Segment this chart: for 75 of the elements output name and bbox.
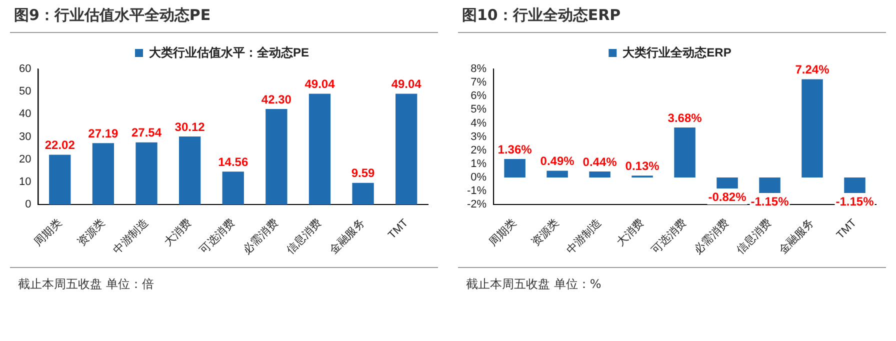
- data-label: 0.44%: [582, 154, 618, 169]
- bar: [674, 128, 696, 178]
- y-tick-label: 8%: [470, 63, 487, 76]
- data-label: 0.49%: [540, 154, 575, 168]
- bar: [844, 177, 866, 194]
- bar: [92, 143, 114, 205]
- x-tick-label: 金融服务: [776, 217, 817, 257]
- data-label: 9.59: [351, 166, 376, 180]
- y-tick-label: 6%: [470, 90, 487, 102]
- data-label: 1.36%: [498, 142, 532, 156]
- data-label: 22.02: [44, 138, 76, 152]
- x-tick-label: 必需消费: [691, 216, 732, 257]
- bar: [308, 94, 331, 205]
- x-tick-label: 大消费: [162, 216, 194, 249]
- text: 截止本周五收盘 单位：%: [465, 276, 602, 293]
- bar: [504, 159, 526, 178]
- legend-label: 大类行业估值水平：全动态PE: [148, 45, 310, 60]
- data-label: 7.24%: [795, 62, 830, 77]
- y-tick-label: 30: [18, 130, 32, 143]
- y-tick-label: -2%: [467, 198, 487, 211]
- bar: [49, 154, 71, 205]
- x-tick-label: 信息消费: [284, 216, 324, 257]
- data-label: -1.15%: [836, 194, 874, 208]
- chart-title: 图10：行业全动态ERP: [458, 0, 886, 33]
- bar: [589, 171, 610, 178]
- x-tick-label: 资源类: [74, 216, 108, 249]
- y-tick-label: 7%: [470, 76, 487, 89]
- chart-title: 图9：行业估值水平全动态PE: [10, 0, 438, 33]
- x-tick-label: 周期类: [486, 216, 520, 249]
- x-tick-label: 信息消费: [734, 216, 774, 257]
- y-tick-label: 40: [18, 108, 32, 120]
- y-tick-label: 2%: [470, 144, 487, 156]
- data-label: 27.19: [88, 126, 119, 140]
- y-tick-label: 60: [18, 63, 32, 76]
- bar: [136, 142, 158, 205]
- bar: [716, 177, 738, 189]
- text: 截止本周五收盘 单位：倍: [17, 276, 155, 293]
- y-tick-label: 1%: [470, 158, 487, 170]
- data-label: 30.12: [174, 120, 206, 134]
- bar: [802, 79, 823, 178]
- y-tick-label: -1%: [467, 185, 487, 198]
- bar: [178, 136, 201, 205]
- y-tick-label: 20: [18, 153, 32, 166]
- x-tick-label: 中游制造: [564, 216, 604, 257]
- y-tick-label: 4%: [470, 117, 487, 130]
- data-label: 49.04: [304, 77, 336, 92]
- data-label: 0.13%: [625, 158, 660, 173]
- bar: [222, 172, 244, 205]
- y-tick-label: 10: [18, 176, 32, 188]
- x-tick-label: 可选消费: [648, 216, 690, 257]
- bar: [266, 108, 288, 205]
- x-tick-label: 金融服务: [328, 217, 368, 257]
- x-tick-label: 可选消费: [197, 216, 238, 257]
- y-tick-label: 0%: [470, 171, 487, 184]
- y-tick-label: 5%: [470, 104, 487, 116]
- bar: [759, 177, 780, 194]
- data-label: 27.54: [131, 126, 162, 140]
- bar: [546, 170, 568, 178]
- y-tick-label: 0: [25, 198, 32, 211]
- data-label: -0.82%: [708, 190, 747, 204]
- bar: [396, 94, 418, 205]
- x-tick-label: 必需消费: [240, 216, 281, 257]
- x-tick-label: 资源类: [529, 216, 562, 249]
- bar: [352, 182, 374, 205]
- y-tick-label: 50: [18, 86, 32, 98]
- data-label: -1.15%: [750, 194, 790, 208]
- data-label: 3.68%: [668, 110, 702, 125]
- x-tick-label: 周期类: [32, 216, 64, 249]
- data-label: 42.30: [261, 92, 292, 106]
- data-label: 14.56: [218, 154, 248, 169]
- data-label: 49.04: [391, 77, 422, 92]
- legend-label: 大类行业全动态ERP: [622, 45, 732, 60]
- x-tick-label: 大消费: [614, 216, 647, 249]
- y-tick-label: 3%: [470, 130, 487, 143]
- x-tick-label: 中游制造: [110, 216, 151, 257]
